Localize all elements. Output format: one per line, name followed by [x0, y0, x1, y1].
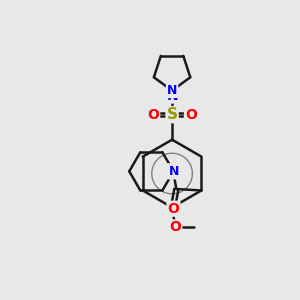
Text: O: O: [167, 202, 179, 216]
Text: O: O: [185, 108, 197, 122]
Text: S: S: [167, 107, 178, 122]
Text: N: N: [166, 88, 178, 103]
Text: O: O: [147, 108, 159, 122]
Text: N: N: [169, 165, 179, 178]
Text: O: O: [169, 220, 181, 234]
Text: N: N: [168, 164, 179, 178]
Text: N: N: [167, 84, 177, 97]
